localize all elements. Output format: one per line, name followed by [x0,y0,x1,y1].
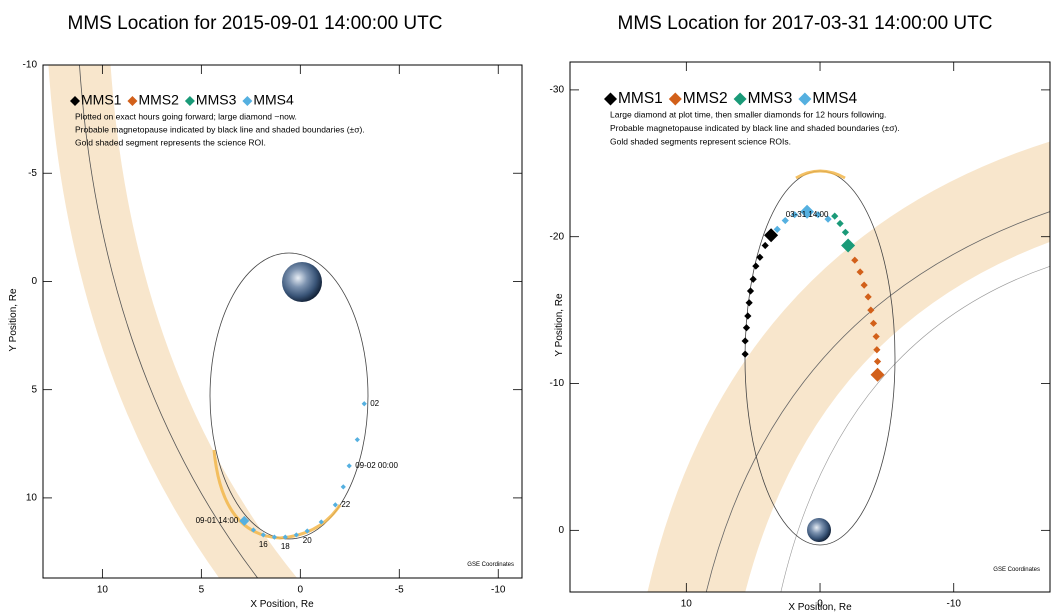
legend-marker [798,93,811,106]
x-tick-label: 10 [97,585,109,596]
page: MMS Location for 2015-09-01 14:00:00 UTC… [0,0,1054,612]
legend-label: MMS1 [81,92,122,108]
magnetopause-right [690,171,1054,612]
note: Plotted on exact hours going forward; la… [75,111,297,121]
spacecraft-position [762,242,769,249]
note: Gold shaded segment represents the scien… [75,137,266,147]
time-label: 18 [281,542,290,551]
x-tick-label: -5 [395,585,404,596]
legend-marker [604,93,617,106]
spacecraft-position [742,351,749,358]
legend-label: MMS2 [683,90,728,107]
legend-label: MMS4 [253,92,294,108]
x-tick-label: 10 [681,599,693,610]
roi-segment [796,171,845,178]
spacecraft-position [362,401,367,406]
legend-label: MMS3 [196,92,237,108]
legend-label: MMS2 [138,92,179,108]
x-axis-label: X Position, Re [250,599,314,610]
y-tick-label: 10 [26,493,38,504]
y-axis-label: Y Position, Re [8,288,19,352]
y-tick-label: 5 [31,384,37,395]
y-axis-label: Y Position, Re [554,293,565,357]
legend-marker [734,93,747,106]
spacecraft-position [744,312,751,319]
y-tick-label: -10 [23,60,38,71]
spacecraft-position [742,337,749,344]
x-tick-label: 0 [298,585,304,596]
x-tick-label: -10 [491,585,506,596]
legend-marker [242,96,252,106]
coordinates-label: GSE Coordinates [993,567,1040,573]
magnetopause-band [690,185,1054,612]
spacecraft-position [347,463,352,468]
y-tick-label: -10 [550,378,565,389]
x-tick-label: 5 [199,585,205,596]
time-label: 09-01 14:00 [196,516,239,525]
note: Large diamond at plot time, then smaller… [610,109,886,119]
y-tick-label: 0 [558,525,564,536]
spacecraft-position [746,299,753,306]
legend-marker [127,96,137,106]
coordinates-label: GSE Coordinates [467,562,514,568]
chart-title: MMS Location for 2017-03-31 14:00:00 UTC [618,13,993,34]
time-label: 16 [259,540,268,549]
spacecraft-position [871,368,885,382]
spacecraft-position [752,262,759,269]
spacecraft-position [341,484,346,489]
earth [807,518,831,542]
time-label: 02 [370,399,379,408]
spacecraft-position [874,358,881,365]
x-tick-label: 0 [817,599,823,610]
time-label: 09-02 00:00 [355,461,398,470]
time-label: 22 [341,500,350,509]
earth [282,262,322,302]
spacecraft-position [836,220,843,227]
spacecraft-position [355,437,360,442]
time-label: 20 [303,536,312,545]
legend-label: MMS4 [812,90,857,107]
note: Probable magnetopause indicated by black… [75,124,365,134]
y-tick-label: 0 [31,276,37,287]
note: Gold shaded segments represent science R… [610,136,791,146]
legend-marker [185,96,195,106]
x-tick-label: -10 [947,599,962,610]
points [239,401,367,540]
y-tick-label: -20 [550,231,565,242]
spacecraft-position [831,213,838,220]
spacecraft-position [750,276,757,283]
legend-label: MMS3 [748,90,793,107]
time-label: 03-31 14:00 [786,210,829,219]
y-tick-label: -5 [28,168,37,179]
note: Probable magnetopause indicated by black… [610,123,900,133]
chart-title: MMS Location for 2015-09-01 14:00:00 UTC [68,13,443,34]
spacecraft-position [747,287,754,294]
legend-label: MMS1 [618,90,663,107]
legend-marker [669,93,682,106]
spacecraft-position [743,324,750,331]
y-tick-label: -30 [550,85,565,96]
spacecraft-position [842,229,849,236]
